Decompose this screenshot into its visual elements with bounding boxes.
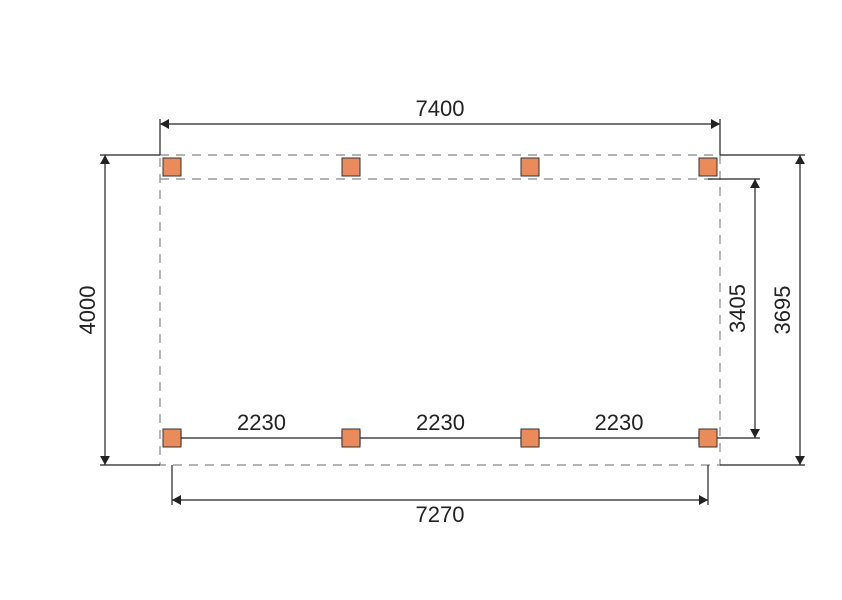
post-6 <box>521 429 539 447</box>
dim-bottom-spacing-0: 2230 <box>181 410 342 445</box>
dim-bottom-overall: 7270 <box>172 495 708 527</box>
dim-left-overall-label: 4000 <box>75 286 100 335</box>
plan-diagram: 7400 2230 2230 2230 7270 4000 3405 3695 <box>0 0 842 600</box>
dim-left-overall: 4000 <box>75 155 160 465</box>
post-7 <box>699 429 717 447</box>
dim-bottom-spacing-2-label: 2230 <box>595 410 644 435</box>
dim-bottom-spacing-1: 2230 <box>360 410 521 445</box>
dim-bottom-spacing-1-label: 2230 <box>416 410 465 435</box>
post-2 <box>521 158 539 176</box>
dim-top-overall-label: 7400 <box>416 96 465 121</box>
dim-right-outer-label: 3695 <box>770 286 795 335</box>
post-3 <box>699 158 717 176</box>
post-1 <box>342 158 360 176</box>
dim-bottom-overall-label: 7270 <box>416 502 465 527</box>
dim-right-inner: 3405 <box>708 179 760 438</box>
dim-top-overall: 7400 <box>160 96 720 129</box>
dim-bottom-spacing-0-label: 2230 <box>237 410 286 435</box>
dim-bottom-spacing-2: 2230 <box>539 410 699 445</box>
post-4 <box>163 429 181 447</box>
post-5 <box>342 429 360 447</box>
post-0 <box>163 158 181 176</box>
dim-right-inner-label: 3405 <box>725 284 750 333</box>
